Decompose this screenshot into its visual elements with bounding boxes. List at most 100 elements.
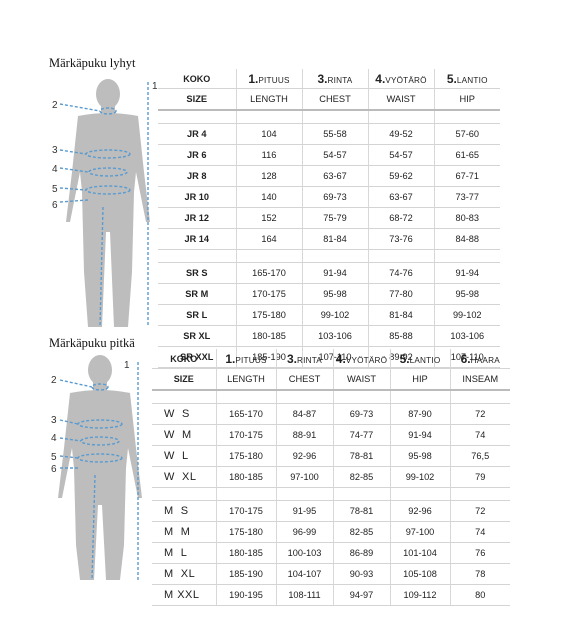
measurement-cell: 81-84 bbox=[367, 304, 434, 326]
measurement-cell: 49-52 bbox=[367, 123, 434, 145]
measurement-cell: 152 bbox=[235, 207, 302, 229]
size-label: M S bbox=[152, 500, 216, 522]
subheader-cell: LENGTH bbox=[235, 88, 302, 111]
marker-4: 4 bbox=[52, 164, 58, 175]
measurement-cell: 86-89 bbox=[332, 542, 390, 564]
table-row: M XXL 190-195 108-111 94-97 109-112 80 bbox=[152, 584, 510, 606]
size-label: W L bbox=[152, 445, 216, 467]
subheader-cell: CHEST bbox=[301, 88, 368, 111]
measurement-cell: 109-112 bbox=[389, 584, 450, 606]
marker-1: 1 bbox=[152, 81, 158, 92]
table-row: SR L 175-180 99-102 81-84 99-102 bbox=[158, 304, 500, 326]
measurement-cell: 91-95 bbox=[275, 500, 333, 522]
table-row: JR 6 116 54-57 54-57 61-65 bbox=[158, 144, 500, 166]
measurement-cell: 61-65 bbox=[433, 144, 500, 166]
header-cell: KOKO bbox=[158, 69, 236, 89]
table-row: SR S 165-170 91-94 74-76 91-94 bbox=[158, 262, 500, 284]
measurement-cell: 97-100 bbox=[389, 521, 450, 543]
header-cell: 4.VYÖTÄRÖ bbox=[367, 69, 434, 89]
measurement-cell: 92-96 bbox=[275, 445, 333, 467]
measurement-cell: 104-107 bbox=[275, 563, 333, 585]
marker-2: 2 bbox=[51, 375, 57, 386]
subheader-cell: CHEST bbox=[275, 368, 333, 391]
measurement-cell: 84-88 bbox=[433, 228, 500, 250]
table-row: M S 170-175 91-95 78-81 92-96 72 bbox=[152, 500, 510, 522]
table-row: JR 10 140 69-73 63-67 73-77 bbox=[158, 186, 500, 208]
measurement-cell: 95-98 bbox=[301, 283, 368, 305]
measurement-cell: 170-175 bbox=[235, 283, 302, 305]
measurement-cell: 68-72 bbox=[367, 207, 434, 229]
subheader-cell: HIP bbox=[389, 368, 450, 391]
marker-6: 6 bbox=[51, 464, 57, 475]
measurement-cell: 85-88 bbox=[367, 325, 434, 347]
table-row: SR XL 180-185 103-106 85-88 103-106 bbox=[158, 325, 500, 347]
size-label: SR L bbox=[158, 304, 236, 326]
size-label: JR 14 bbox=[158, 228, 236, 250]
measurement-cell: 77-80 bbox=[367, 283, 434, 305]
header-cell: 1.PITUUS bbox=[235, 69, 302, 89]
table-row: JR 12 152 75-79 68-72 80-83 bbox=[158, 207, 500, 229]
measurement-cell: 76 bbox=[449, 542, 510, 564]
measurement-cell: 101-104 bbox=[389, 542, 450, 564]
marker-1: 1 bbox=[124, 360, 130, 371]
measurement-cell: 80 bbox=[449, 584, 510, 606]
measurement-cell: 74-76 bbox=[367, 262, 434, 284]
measurement-cell: 57-60 bbox=[433, 123, 500, 145]
measurement-cell: 80-83 bbox=[433, 207, 500, 229]
measurement-cell: 82-85 bbox=[332, 466, 390, 488]
size-label: SR M bbox=[158, 283, 236, 305]
size-label: JR 12 bbox=[158, 207, 236, 229]
header-cell: 5.LANTIO bbox=[433, 69, 500, 89]
table-row: JR 14 164 81-84 73-76 84-88 bbox=[158, 228, 500, 250]
table-row: M XL 185-190 104-107 90-93 105-108 78 bbox=[152, 563, 510, 585]
measurement-cell: 99-102 bbox=[433, 304, 500, 326]
measurement-cell: 175-180 bbox=[215, 445, 276, 467]
measurement-cell: 73-76 bbox=[367, 228, 434, 250]
header-cell: 6.HAARA bbox=[449, 349, 510, 369]
header-cell: 3.RINTA bbox=[275, 349, 333, 369]
subheader-cell: WAIST bbox=[332, 368, 390, 391]
table-row: SR M 170-175 95-98 77-80 95-98 bbox=[158, 283, 500, 305]
long-wetsuit-title: Märkäpuku pitkä bbox=[49, 336, 135, 350]
measurement-cell: 103-106 bbox=[433, 325, 500, 347]
measurement-cell: 95-98 bbox=[433, 283, 500, 305]
measurement-cell: 54-57 bbox=[301, 144, 368, 166]
measurement-cell: 180-185 bbox=[215, 466, 276, 488]
measurement-cell: 78 bbox=[449, 563, 510, 585]
size-label: M L bbox=[152, 542, 216, 564]
measurement-cell: 140 bbox=[235, 186, 302, 208]
marker-6: 6 bbox=[52, 200, 58, 211]
size-label: JR 4 bbox=[158, 123, 236, 145]
measurement-cell: 84-87 bbox=[275, 403, 333, 425]
marker-2: 2 bbox=[52, 100, 58, 111]
measurement-cell: 116 bbox=[235, 144, 302, 166]
measurement-cell: 67-71 bbox=[433, 165, 500, 187]
size-label: M M bbox=[152, 521, 216, 543]
size-label: W S bbox=[152, 403, 216, 425]
measurement-cell: 95-98 bbox=[389, 445, 450, 467]
short-wetsuit-title: Märkäpuku lyhyt bbox=[49, 56, 136, 70]
measurement-cell: 74-77 bbox=[332, 424, 390, 446]
header-cell: KOKO bbox=[152, 349, 216, 369]
measurement-cell: 175-180 bbox=[235, 304, 302, 326]
subheader-cell: HIP bbox=[433, 88, 500, 111]
measurement-cell: 91-94 bbox=[389, 424, 450, 446]
table-row: JR 8 128 63-67 59-62 67-71 bbox=[158, 165, 500, 187]
size-label: SR S bbox=[158, 262, 236, 284]
long-size-table: KOKO 1.PITUUS 3.RINTA 4.VYÖTÄRÖ 5.LANTIO 6.HA… bbox=[152, 349, 510, 606]
header-cell: 1.PITUUS bbox=[215, 349, 276, 369]
measurement-cell: 165-170 bbox=[235, 262, 302, 284]
body-figure-short: 1 2 3 4 5 6 bbox=[52, 79, 158, 328]
size-label: M XL bbox=[152, 563, 216, 585]
size-label: JR 6 bbox=[158, 144, 236, 166]
measurement-cell: 91-94 bbox=[433, 262, 500, 284]
measurement-cell: 99-102 bbox=[301, 304, 368, 326]
measurement-cell: 170-175 bbox=[215, 500, 276, 522]
measurement-cell: 165-170 bbox=[215, 403, 276, 425]
measurement-cell: 180-185 bbox=[235, 325, 302, 347]
header-cell: 4.VYÖTÄRÖ bbox=[332, 349, 390, 369]
marker-5: 5 bbox=[52, 184, 58, 195]
measurement-cell: 105-108 bbox=[389, 563, 450, 585]
table-row: M L 180-185 100-103 86-89 101-104 76 bbox=[152, 542, 510, 564]
measurement-cell: 63-67 bbox=[367, 186, 434, 208]
